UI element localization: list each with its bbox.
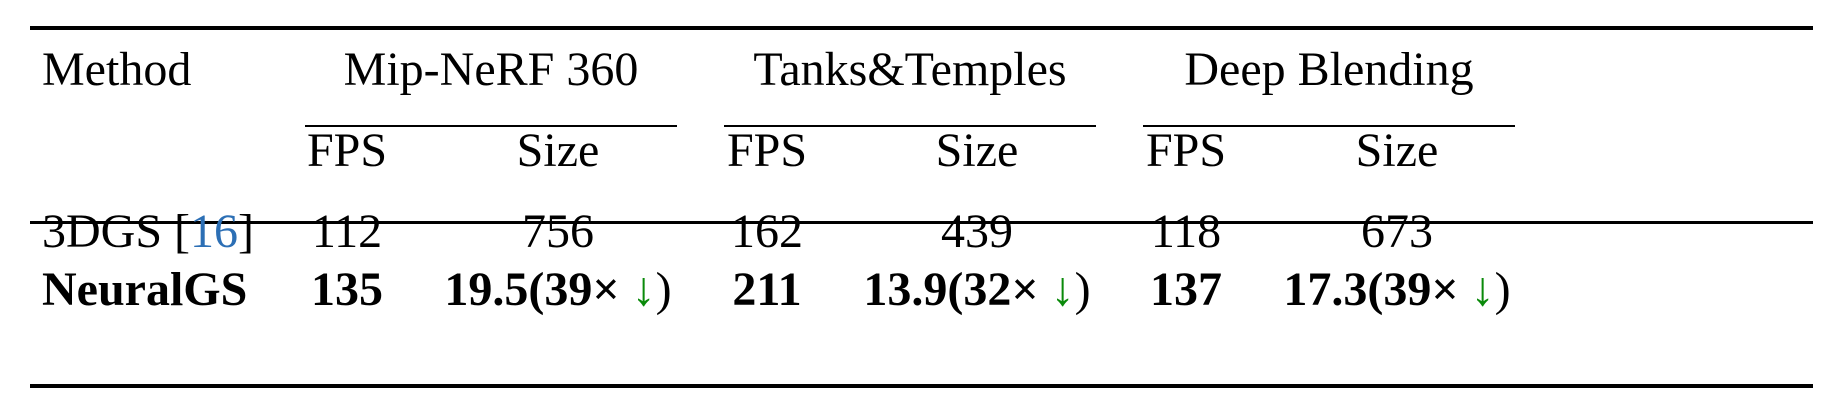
row-3dgs-fps-tanks: 162: [731, 205, 803, 258]
subheader-fps-mipnerf: FPS: [306, 124, 388, 177]
row-3dgs-method: 3DGS [16]: [42, 208, 254, 256]
citation-close: ]: [238, 205, 254, 258]
row-3dgs-size-deep: 673: [1361, 205, 1433, 258]
compression-ratio: (39×: [1367, 263, 1459, 316]
row-neuralgs-method: NeuralGS: [42, 263, 248, 316]
header-group-mipnerf: Mip-NeRF 360: [343, 43, 639, 96]
compression-ratio: (32×: [947, 263, 1039, 316]
subheader-size-tanks: Size: [935, 124, 1019, 177]
row-neuralgs-size-deep: 17.3(39× ↓): [1283, 266, 1510, 314]
bottom-rule: [30, 384, 1813, 388]
ratio-close: ): [1074, 263, 1091, 316]
arrow-down-icon: ↓: [1470, 263, 1495, 316]
row-3dgs-size-mipnerf: 756: [522, 205, 594, 258]
method-name: 3DGS: [42, 205, 163, 258]
header-rule: [30, 221, 1813, 224]
citation-link[interactable]: 16: [190, 205, 239, 258]
row-3dgs-size-tanks: 439: [941, 205, 1013, 258]
group-underline-tanks: [724, 125, 1096, 127]
ratio-close: ): [1494, 263, 1511, 316]
row-neuralgs-size-tanks: 13.9(32× ↓): [863, 266, 1090, 314]
header-group-deep: Deep Blending: [1184, 43, 1474, 96]
subheader-fps-tanks: FPS: [726, 124, 808, 177]
header-group-tanks: Tanks&Temples: [753, 43, 1067, 96]
row-neuralgs-size-mipnerf: 19.5(39× ↓): [444, 266, 671, 314]
top-rule: [30, 26, 1813, 30]
arrow-down-icon: ↓: [631, 263, 656, 316]
row-neuralgs-fps-tanks: 211: [732, 263, 802, 316]
ratio-close: ): [655, 263, 672, 316]
row-neuralgs-fps-deep: 137: [1150, 263, 1222, 316]
size-value: 19.5: [444, 263, 529, 316]
subheader-fps-deep: FPS: [1145, 124, 1227, 177]
row-neuralgs-fps-mipnerf: 135: [311, 263, 383, 316]
row-3dgs-fps-mipnerf: 112: [311, 205, 383, 258]
group-underline-deep: [1143, 125, 1515, 127]
row-3dgs-fps-deep: 118: [1150, 205, 1222, 258]
arrow-down-icon: ↓: [1050, 263, 1075, 316]
header-method: Method: [42, 43, 192, 96]
group-underline-mipnerf: [305, 125, 677, 127]
subheader-size-deep: Size: [1355, 124, 1439, 177]
compression-ratio: (39×: [528, 263, 620, 316]
size-value: 13.9: [863, 263, 948, 316]
size-value: 17.3: [1283, 263, 1368, 316]
citation-open: [: [174, 205, 191, 258]
subheader-size-mipnerf: Size: [516, 124, 600, 177]
